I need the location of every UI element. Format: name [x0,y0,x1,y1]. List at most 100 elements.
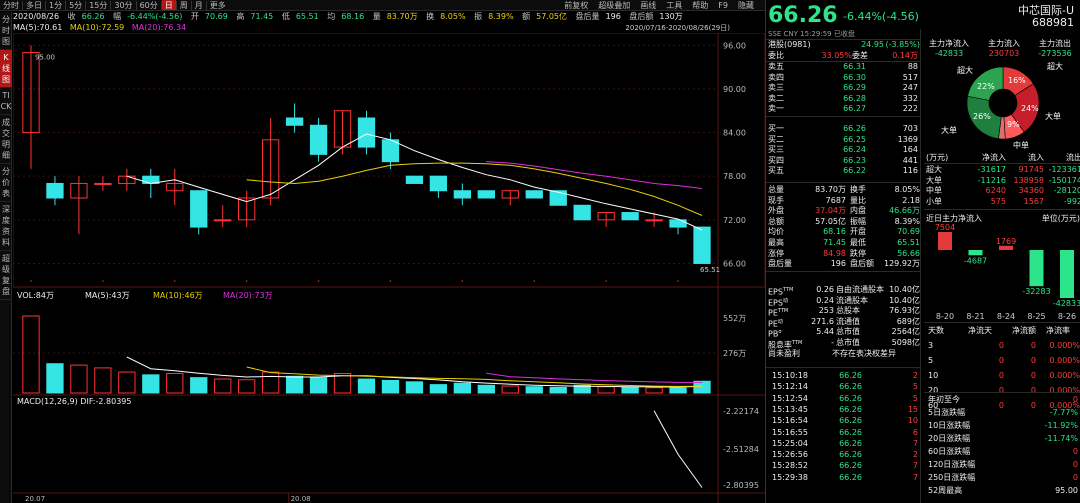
period-tab-2[interactable]: 1分 [49,1,63,10]
volume-bar[interactable] [238,379,256,394]
volume-bar[interactable] [381,379,400,394]
volume-bar[interactable] [309,377,328,394]
volume-bar[interactable] [261,371,280,394]
tool-button-2[interactable]: 画线 [640,1,657,10]
period-tab-10[interactable]: 更多 [209,1,226,10]
vtab-0[interactable]: 分时图 [0,12,12,50]
candle-body[interactable] [190,190,208,228]
candle-body[interactable] [645,219,663,222]
candle-body[interactable] [693,226,711,264]
candle-body[interactable] [22,52,40,134]
pie-slice[interactable] [967,66,1004,101]
vtab-5[interactable]: 深度资料 [0,202,12,251]
period-tab-8[interactable]: 周 [179,1,188,10]
period-tab-6[interactable]: 60分 [139,1,158,10]
stat-value: 46.66万 [889,206,920,216]
candle-body[interactable] [429,175,448,192]
flow5-bar[interactable] [938,232,952,250]
flow5-bar[interactable] [999,245,1013,250]
pie-label: 大单 [1045,111,1061,121]
volume-bar[interactable] [190,377,208,394]
flow5-bar[interactable] [1029,250,1044,287]
volume-bar[interactable] [333,372,352,394]
candle-body[interactable] [261,139,280,199]
volume-bar[interactable] [669,387,687,394]
volume-bar[interactable] [357,378,376,394]
period-tab-4[interactable]: 15分 [89,1,108,10]
wb-label: 委比 [768,51,784,60]
tool-button-3[interactable]: 工具 [666,1,683,10]
candle-body[interactable] [357,117,376,148]
vtab-6[interactable]: 超级复盘 [0,251,12,300]
tool-button-5[interactable]: F9 [718,1,728,10]
period-tab-1[interactable]: 多日 [26,1,42,10]
vtab-2[interactable]: TICK [0,88,12,115]
stat-value: 70.69 [897,227,920,237]
candle-body[interactable] [94,182,112,185]
tool-button-6[interactable]: 隐藏 [738,1,754,10]
ma5-line [126,133,703,231]
candle-body[interactable] [70,182,88,199]
tick-price: 66.26 [839,393,862,403]
candle-body[interactable] [621,212,639,221]
volume-bar[interactable] [573,384,591,394]
candle-body[interactable] [309,124,328,155]
candle-body[interactable] [573,204,591,221]
candle-body[interactable] [549,190,567,206]
volume-bar[interactable] [22,315,40,394]
volume-bar[interactable] [693,380,711,394]
candle-body[interactable] [214,219,232,222]
candle-body[interactable] [453,190,472,199]
volume-bar[interactable] [285,375,304,394]
volume-bar[interactable] [405,381,424,394]
volume-bar[interactable] [621,386,639,394]
vtab-3[interactable]: 成交明细 [0,115,12,164]
tool-button-1[interactable]: 超级叠加 [598,1,631,10]
fin-label: 股息率TTM [768,340,803,350]
volume-bar[interactable] [597,386,615,394]
candle-body[interactable] [285,117,304,126]
bid-level-label: 买五 [768,166,784,176]
period-tab-7[interactable]: 日 [161,0,176,10]
volume-bar[interactable] [453,382,472,394]
volume-bar[interactable] [501,385,519,394]
fin-label: PBσ [768,329,782,340]
period-tab-9[interactable]: 月 [194,1,203,10]
candle-body[interactable] [405,175,424,184]
volume-bar[interactable] [477,384,495,394]
flow5-bar-value: -32283 [1022,287,1050,296]
tool-button-0[interactable]: 前复权 [564,1,589,10]
marker-dot [173,280,176,282]
volume-bar[interactable] [142,374,160,394]
candle-body[interactable] [381,139,400,163]
flow5-bar[interactable] [968,250,983,256]
volume-bar[interactable] [94,367,112,394]
candle-body[interactable] [477,190,495,199]
candle-body[interactable] [669,219,687,228]
volume-bar[interactable] [166,372,184,394]
volume-bar[interactable] [70,364,88,394]
kline-chart[interactable]: 96.00 90.00 84.00 78.00 72.00 66.00 95.00 65.51… [13,33,765,503]
period-tab-5[interactable]: 30分 [114,1,133,10]
volume-bar[interactable] [549,386,567,394]
candle-body[interactable] [46,182,64,199]
candle-body[interactable] [238,197,256,221]
candle-body[interactable] [525,190,543,199]
vtab-4[interactable]: 分价表 [0,164,12,202]
volume-bar[interactable] [118,371,136,394]
volume-bar[interactable] [429,384,448,394]
volume-bar[interactable] [645,387,663,394]
tool-button-4[interactable]: 帮助 [692,1,709,10]
flow5-bar[interactable] [1060,250,1074,298]
candle-body[interactable] [501,190,519,199]
stat-value: 8.39% [894,216,920,226]
candle-body[interactable] [166,182,184,192]
candle-body[interactable] [597,212,615,221]
volume-bar[interactable] [214,378,232,394]
vtab-1[interactable]: K线图 [0,50,12,88]
period-tab-0[interactable]: 分时 [3,1,19,10]
period-tab-3[interactable]: 5分 [69,1,83,10]
divider [766,61,920,62]
volume-bar[interactable] [46,363,64,394]
volume-bar[interactable] [525,386,543,394]
